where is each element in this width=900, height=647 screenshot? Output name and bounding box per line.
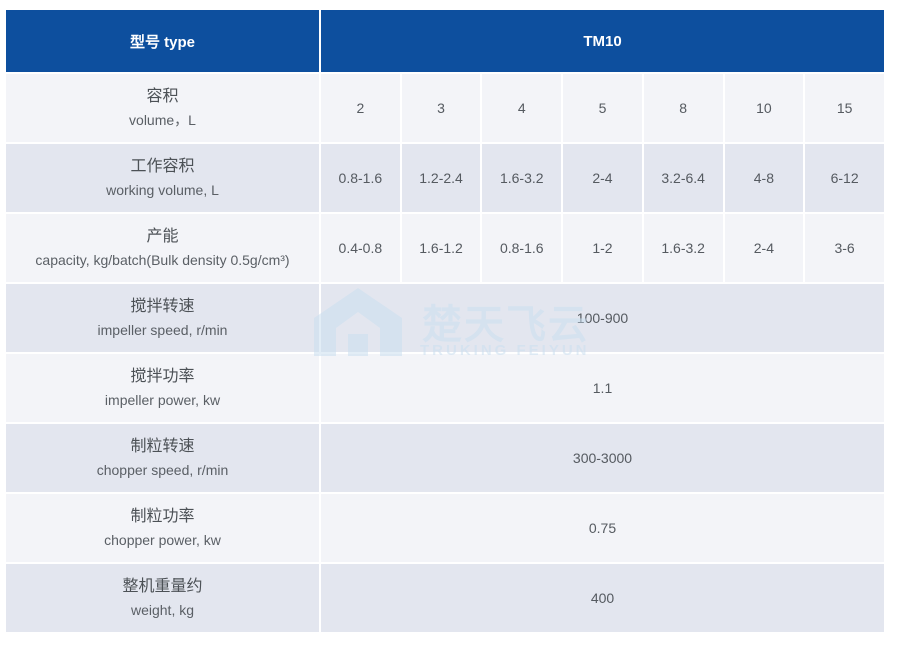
row-label: 容积 volume，L [6, 74, 319, 142]
spec-table: 型号 type TM10 容积 volume，L 2 3 4 5 8 10 15… [4, 8, 886, 634]
table-row: 工作容积 working volume, L 0.8-1.6 1.2-2.4 1… [6, 144, 884, 212]
label-cn: 工作容积 [130, 158, 195, 175]
value-cell: 300-3000 [321, 424, 884, 492]
value-cell: 1.2-2.4 [401, 144, 481, 212]
header-row: 型号 type TM10 [6, 10, 884, 72]
table-row: 搅拌转速 impeller speed, r/min 100-900 [6, 284, 884, 352]
label-cn: 搅拌转速 [130, 298, 195, 315]
value-cell: 1.1 [321, 354, 884, 422]
row-label: 制粒转速 chopper speed, r/min [6, 424, 319, 492]
value-cell: 1.6-3.2 [482, 144, 562, 212]
value-cell: 2-4 [724, 214, 804, 282]
table-row: 制粒转速 chopper speed, r/min 300-3000 [6, 424, 884, 492]
value-cell: 2 [321, 74, 400, 142]
table-row: 制粒功率 chopper power, kw 0.75 [6, 494, 884, 562]
label-cn: 整机重量约 [122, 578, 203, 595]
value-cell: 0.8-1.6 [482, 214, 562, 282]
row-label: 搅拌功率 impeller power, kw [6, 354, 319, 422]
value-cell: 2-4 [563, 144, 642, 212]
row-label: 整机重量约 weight, kg [6, 564, 319, 632]
label-en: chopper power, kw [104, 532, 221, 548]
model-header: TM10 [321, 10, 884, 72]
row-label: 产能 capacity, kg/batch(Bulk density 0.5g/… [6, 214, 319, 282]
label-en: weight, kg [130, 602, 195, 618]
label-cn: 制粒功率 [130, 508, 195, 525]
row-label: 工作容积 working volume, L [6, 144, 319, 212]
value-cell: 5 [563, 74, 642, 142]
label-cn: 容积 [146, 88, 179, 105]
value-cell: 4 [482, 74, 562, 142]
value-cell: 10 [724, 74, 804, 142]
label-en: volume，L [129, 112, 196, 128]
value-cell: 400 [321, 564, 884, 632]
value-cell: 3-6 [805, 214, 884, 282]
value-cell: 100-900 [321, 284, 884, 352]
value-cell: 0.8-1.6 [321, 144, 400, 212]
label-en: impeller power, kw [104, 392, 221, 408]
value-cell: 3.2-6.4 [643, 144, 723, 212]
value-cell: 6-12 [805, 144, 884, 212]
label-en: working volume, L [106, 182, 219, 198]
value-cell: 1.6-3.2 [643, 214, 723, 282]
table-row: 搅拌功率 impeller power, kw 1.1 [6, 354, 884, 422]
table-row: 整机重量约 weight, kg 400 [6, 564, 884, 632]
value-cell: 0.75 [321, 494, 884, 562]
label-en: capacity, kg/batch(Bulk density 0.5g/cm³… [35, 252, 290, 268]
value-cell: 8 [643, 74, 723, 142]
label-cn: 搅拌功率 [130, 368, 195, 385]
row-label: 制粒功率 chopper power, kw [6, 494, 319, 562]
value-cell: 1-2 [563, 214, 642, 282]
type-header: 型号 type [6, 10, 319, 72]
value-cell: 4-8 [724, 144, 804, 212]
table-row: 产能 capacity, kg/batch(Bulk density 0.5g/… [6, 214, 884, 282]
value-cell: 3 [401, 74, 481, 142]
label-cn: 产能 [146, 228, 179, 245]
label-cn: 制粒转速 [130, 438, 195, 455]
value-cell: 15 [805, 74, 884, 142]
value-cell: 0.4-0.8 [321, 214, 400, 282]
label-en: chopper speed, r/min [96, 462, 229, 478]
table-row: 容积 volume，L 2 3 4 5 8 10 15 [6, 74, 884, 142]
value-cell: 1.6-1.2 [401, 214, 481, 282]
label-en: impeller speed, r/min [97, 322, 228, 338]
row-label: 搅拌转速 impeller speed, r/min [6, 284, 319, 352]
